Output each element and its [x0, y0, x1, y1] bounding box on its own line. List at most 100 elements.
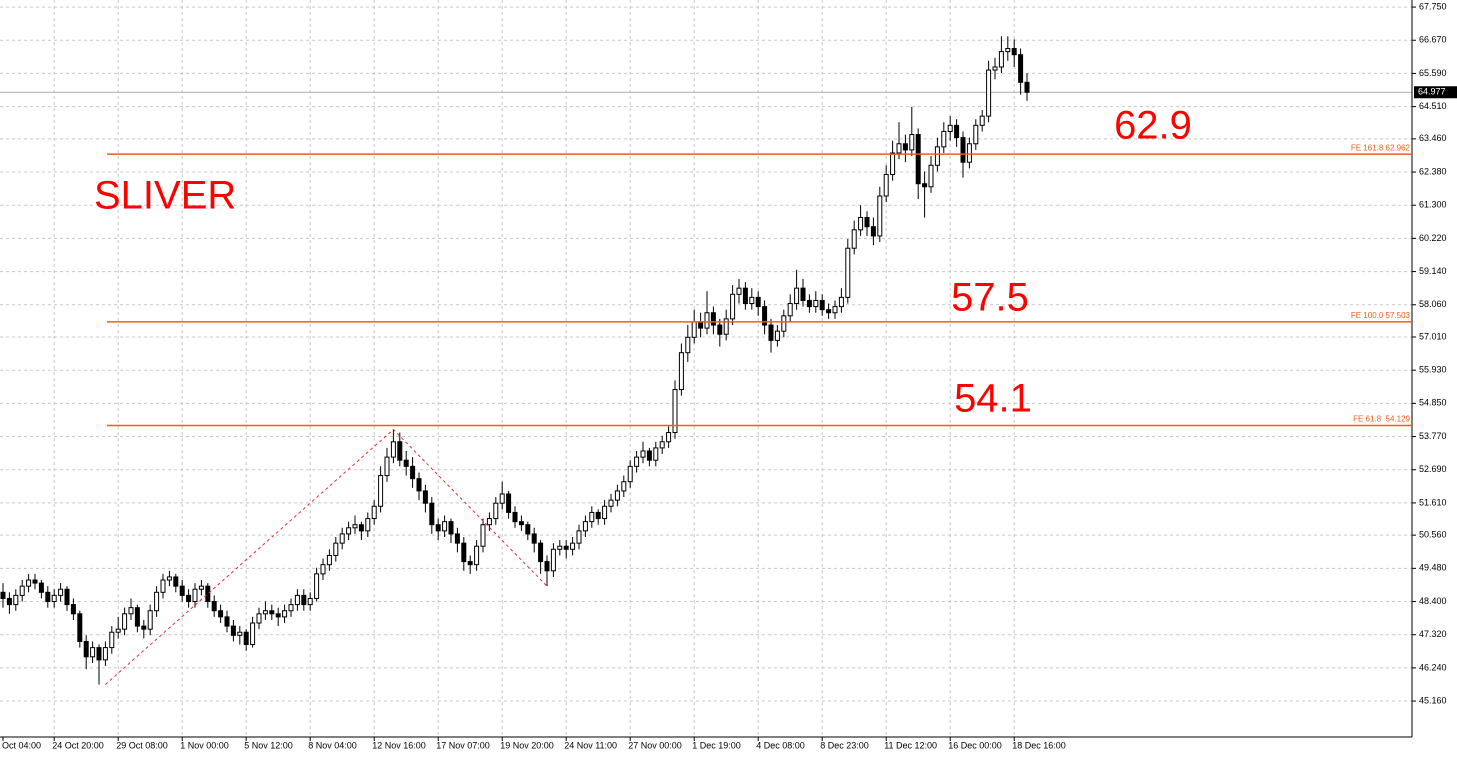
candle-body [51, 594, 57, 603]
candle-body [941, 130, 947, 148]
x-tick-label: 18 Dec 16:00 [1012, 740, 1066, 750]
candle-body [794, 287, 800, 305]
candle-body [602, 505, 608, 520]
candle-body [877, 195, 883, 237]
candle-body [870, 226, 876, 237]
candle-body [13, 594, 19, 606]
candle-body [768, 324, 774, 341]
y-tick-label: 59.140 [1419, 266, 1447, 276]
candle-body [755, 296, 761, 308]
candle-body [294, 594, 300, 606]
candle-body [282, 610, 288, 618]
candle-body [896, 143, 902, 154]
chart-title: SLIVER [94, 174, 236, 218]
candle-body [646, 450, 652, 461]
candle-body [819, 299, 825, 311]
y-tick-label: 67.750 [1419, 1, 1447, 11]
candle-body [70, 604, 76, 615]
candle-body [358, 524, 364, 532]
x-tick-label: 1 Nov 00:00 [180, 740, 229, 750]
candle-body [499, 493, 505, 504]
candle-body [403, 459, 409, 467]
candle-body [691, 321, 697, 338]
x-tick-label: 12 Nov 16:00 [372, 740, 426, 750]
candle-body [826, 309, 832, 314]
current-price-box [1414, 86, 1457, 99]
level-annotation: 54.1 [954, 377, 1032, 421]
candle-body [518, 521, 524, 526]
candle-body [262, 610, 268, 615]
candle-body [909, 134, 915, 151]
candle-body [128, 607, 134, 615]
candle-body [19, 585, 25, 596]
candle-body [480, 524, 486, 547]
candle-body [102, 647, 108, 661]
x-tick-label: 16 Dec 00:00 [948, 740, 1002, 750]
x-tick-label: 24 Oct 20:00 [52, 740, 104, 750]
candle-body [922, 183, 928, 188]
candle-body [544, 561, 550, 572]
y-tick-label: 57.010 [1419, 331, 1447, 341]
y-tick-label: 48.400 [1419, 596, 1447, 606]
y-tick-label: 49.480 [1419, 563, 1447, 573]
candle-body [781, 315, 787, 332]
candle-body [538, 542, 544, 563]
candle-body [333, 542, 339, 556]
candle-body [390, 441, 396, 458]
y-tick-label: 66.670 [1419, 35, 1447, 45]
candle-body [205, 585, 211, 603]
candle-body [192, 588, 198, 603]
candle-body [845, 247, 851, 298]
y-tick-label: 46.240 [1419, 662, 1447, 672]
candle-body [90, 647, 96, 658]
candle-body [397, 441, 403, 461]
candle-body [237, 631, 243, 636]
candle-body [166, 576, 172, 581]
candle-body [902, 143, 908, 151]
candle-body [954, 124, 960, 139]
candle-body [275, 613, 281, 618]
x-tick-label: 17 Nov 07:00 [436, 740, 490, 750]
candle-body [230, 625, 236, 636]
candle-body [595, 511, 601, 520]
candle-body [966, 143, 972, 163]
candle-body [685, 336, 691, 354]
candle-body [678, 352, 684, 391]
x-tick-label: 29 Oct 08:00 [116, 740, 168, 750]
candle-body [154, 591, 160, 612]
candle-body [269, 610, 275, 615]
candle-body [653, 447, 659, 461]
candle-body [77, 613, 83, 642]
y-tick-label: 47.320 [1419, 629, 1447, 639]
candle-body [838, 296, 844, 308]
candle-body [346, 527, 352, 535]
candle-body [320, 564, 326, 575]
candle-body [1011, 48, 1017, 56]
candle-body [614, 490, 620, 501]
x-tick-label: 19 Nov 20:00 [500, 740, 554, 750]
candle-body [122, 613, 128, 630]
y-tick-label: 51.610 [1419, 497, 1447, 507]
candle-body [608, 499, 614, 507]
candle-body [634, 456, 640, 467]
x-tick-label: 4 Dec 08:00 [756, 740, 805, 750]
candle-body [198, 585, 204, 590]
candle-body [173, 576, 179, 587]
candle-body [211, 601, 217, 612]
candle-body [147, 610, 153, 630]
candle-body [0, 591, 6, 599]
candle-body [934, 146, 940, 166]
candle-body [307, 597, 313, 606]
fib-level-label: FE 100.0 57.503 [1351, 311, 1411, 320]
candle-body [58, 588, 64, 596]
candle-body [134, 607, 140, 627]
candle-body [64, 588, 70, 606]
x-tick-label: 27 Nov 00:00 [628, 740, 682, 750]
x-tick-label: 8 Dec 23:00 [820, 740, 869, 750]
candle-body [973, 124, 979, 145]
x-tick-label: 8 Nov 04:00 [308, 740, 357, 750]
candle-body [160, 579, 166, 593]
candle-body [410, 465, 416, 480]
x-tick-label: 24 Nov 11:00 [564, 740, 617, 750]
